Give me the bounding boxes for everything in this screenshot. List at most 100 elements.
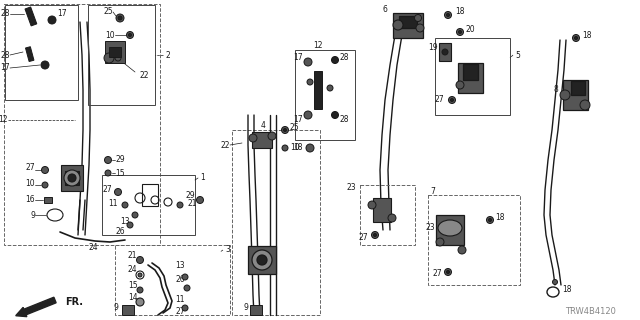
Circle shape [304, 111, 312, 119]
Circle shape [306, 144, 314, 152]
Circle shape [580, 100, 590, 110]
Text: 29: 29 [186, 190, 195, 199]
Text: 12: 12 [313, 41, 323, 50]
Bar [25, 7, 36, 26]
Text: 18: 18 [455, 7, 465, 17]
Text: 4: 4 [260, 122, 266, 131]
Text: 26: 26 [115, 228, 125, 236]
Bar [571, 81, 585, 95]
Bar [88, 5, 155, 105]
Bar [563, 80, 588, 110]
Bar [248, 246, 276, 274]
Bar [26, 47, 34, 61]
Bar [399, 16, 417, 28]
Bar [61, 165, 83, 191]
Bar [360, 185, 415, 245]
Text: 1: 1 [200, 173, 205, 182]
Circle shape [182, 274, 188, 280]
Circle shape [136, 257, 143, 263]
Circle shape [451, 99, 454, 101]
Text: 14: 14 [128, 293, 138, 302]
Text: 10: 10 [290, 143, 300, 153]
Text: 27: 27 [433, 269, 442, 278]
Circle shape [416, 24, 424, 32]
Text: 17: 17 [293, 116, 303, 124]
Text: 18: 18 [582, 30, 591, 39]
Circle shape [282, 126, 289, 133]
Circle shape [393, 20, 403, 30]
Circle shape [415, 14, 422, 21]
Bar [65, 171, 79, 185]
Circle shape [42, 182, 48, 188]
Circle shape [456, 81, 464, 89]
Bar [252, 132, 272, 148]
Text: 24: 24 [88, 244, 98, 252]
Text: 8: 8 [553, 85, 558, 94]
Circle shape [268, 132, 276, 140]
Text: 5: 5 [515, 51, 520, 60]
Circle shape [249, 134, 257, 142]
Text: 19: 19 [428, 44, 438, 52]
Circle shape [388, 214, 396, 222]
Bar [232, 130, 320, 315]
Bar [463, 64, 477, 80]
Bar [142, 184, 158, 206]
Text: 28: 28 [340, 52, 349, 61]
Circle shape [282, 145, 288, 151]
Circle shape [445, 268, 451, 276]
Text: 20: 20 [465, 26, 475, 35]
FancyArrow shape [16, 297, 56, 317]
Text: 27: 27 [26, 164, 35, 172]
Circle shape [137, 287, 143, 293]
Text: 28: 28 [340, 116, 349, 124]
Bar [393, 12, 423, 37]
Circle shape [560, 90, 570, 100]
Circle shape [456, 28, 463, 36]
Text: 13: 13 [120, 218, 130, 227]
Text: 9: 9 [113, 303, 118, 313]
Circle shape [458, 30, 461, 34]
Bar [314, 71, 322, 109]
Text: 12: 12 [0, 116, 8, 124]
Bar [115, 245, 230, 315]
Text: 23: 23 [426, 223, 435, 233]
Text: 22: 22 [221, 140, 230, 149]
Text: 21: 21 [128, 252, 138, 260]
Circle shape [257, 255, 267, 265]
Text: 27: 27 [175, 308, 184, 316]
Circle shape [68, 174, 76, 182]
Bar [439, 43, 451, 61]
Circle shape [332, 57, 339, 63]
Bar [458, 63, 483, 93]
Circle shape [327, 85, 333, 91]
Text: 21: 21 [188, 198, 198, 207]
Text: 24: 24 [128, 266, 138, 275]
Circle shape [129, 34, 131, 36]
Circle shape [104, 156, 111, 164]
Circle shape [115, 188, 122, 196]
Circle shape [374, 234, 376, 236]
Bar [44, 197, 52, 203]
Text: 16: 16 [26, 196, 35, 204]
Circle shape [184, 285, 190, 291]
Circle shape [449, 97, 456, 103]
Text: 26: 26 [175, 276, 184, 284]
Bar [105, 41, 125, 63]
Circle shape [42, 166, 49, 173]
Circle shape [575, 36, 577, 39]
Text: 23: 23 [346, 183, 356, 193]
Circle shape [138, 273, 142, 277]
Text: 15: 15 [115, 169, 125, 178]
Circle shape [182, 305, 188, 311]
Text: 17: 17 [57, 10, 67, 19]
Circle shape [177, 202, 183, 208]
Bar [436, 215, 464, 245]
Text: TRW4B4120: TRW4B4120 [564, 308, 616, 316]
Circle shape [41, 61, 49, 69]
Circle shape [127, 222, 133, 228]
Text: 10: 10 [26, 179, 35, 188]
Circle shape [368, 201, 376, 209]
Circle shape [127, 31, 134, 38]
Circle shape [116, 14, 124, 22]
Text: 11: 11 [109, 198, 118, 207]
